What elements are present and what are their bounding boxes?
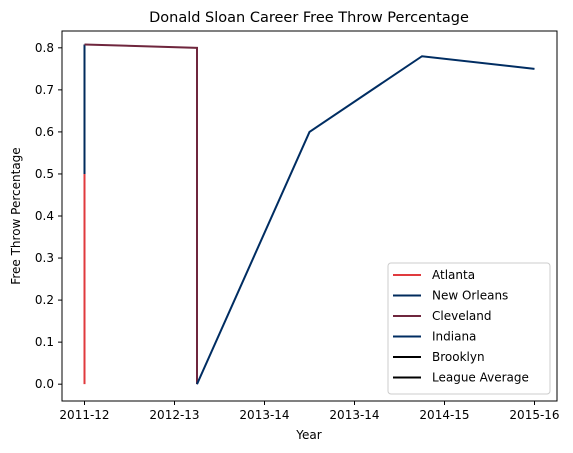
x-tick-label: 2014-15 <box>419 408 469 422</box>
legend-label-indiana: Indiana <box>432 330 476 344</box>
legend-label-league-average: League Average <box>432 371 529 385</box>
x-tick-label: 2013-14 <box>329 408 379 422</box>
legend-label-atlanta: Atlanta <box>432 268 475 282</box>
y-tick-label: 0.0 <box>35 377 54 391</box>
y-axis: 0.0 0.1 0.2 0.3 0.4 0.5 0.6 0.7 0.8 <box>35 41 62 391</box>
series-line-cleveland <box>84 43 198 385</box>
y-tick-label: 0.4 <box>35 209 54 223</box>
x-tick-label: 2013-14 <box>239 408 289 422</box>
y-tick-label: 0.3 <box>35 251 54 265</box>
x-tick-label: 2015-16 <box>509 408 559 422</box>
legend-label-new-orleans: New Orleans <box>432 289 508 303</box>
y-tick-label: 0.6 <box>35 125 54 139</box>
y-axis-label: Free Throw Percentage <box>9 147 23 284</box>
y-tick-label: 0.1 <box>35 335 54 349</box>
legend-label-cleveland: Cleveland <box>432 309 492 323</box>
x-tick-label: 2012-13 <box>149 408 199 422</box>
x-tick-label: 2011-12 <box>59 408 109 422</box>
y-tick-label: 0.8 <box>35 41 54 55</box>
series-line-indiana <box>196 55 535 385</box>
plot-lines <box>83 43 535 385</box>
y-tick-label: 0.5 <box>35 167 54 181</box>
x-axis: 2011-12 2012-13 2013-14 2013-14 2014-15 2015-… <box>59 401 560 422</box>
y-tick-label: 0.2 <box>35 293 54 307</box>
legend-box <box>387 262 551 395</box>
legend: Atlanta New Orleans Cleveland Indiana Brookl… <box>387 262 551 395</box>
legend-label-brooklyn: Brooklyn <box>432 350 485 364</box>
chart-title: Donald Sloan Career Free Throw Percentag… <box>149 10 469 26</box>
y-tick-label: 0.7 <box>35 83 54 97</box>
x-axis-label: Year <box>295 428 321 442</box>
